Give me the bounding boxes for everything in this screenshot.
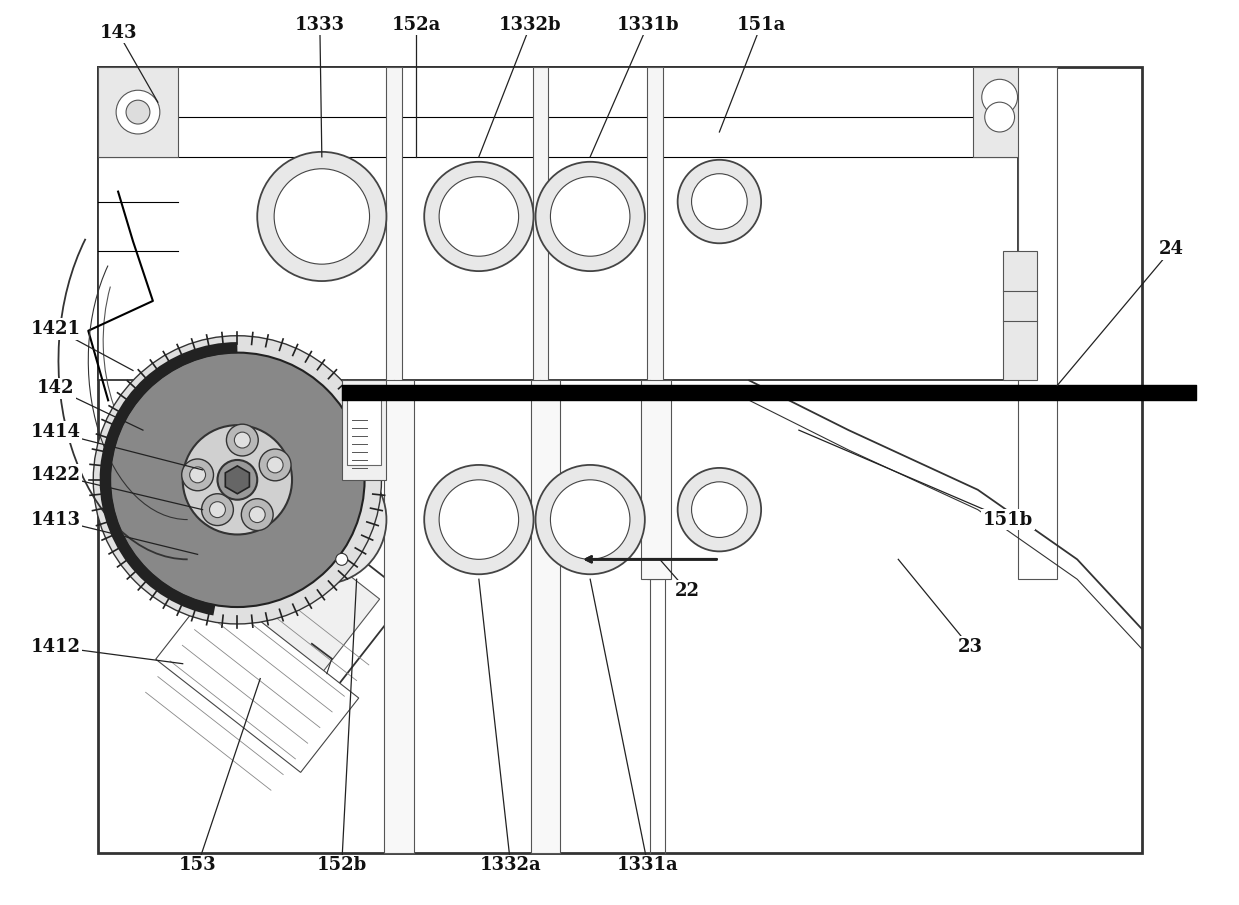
Bar xyxy=(530,380,560,853)
Circle shape xyxy=(691,481,747,538)
Bar xyxy=(342,380,387,480)
Text: 1413: 1413 xyxy=(31,510,81,529)
Text: 24: 24 xyxy=(1160,240,1184,258)
Circle shape xyxy=(258,152,387,281)
Circle shape xyxy=(439,480,519,559)
Circle shape xyxy=(126,100,150,124)
Circle shape xyxy=(182,459,213,491)
Text: 1422: 1422 xyxy=(31,466,81,484)
Circle shape xyxy=(209,501,225,518)
Text: 1421: 1421 xyxy=(31,319,81,338)
Circle shape xyxy=(190,467,206,482)
Bar xyxy=(98,67,1017,380)
Text: 22: 22 xyxy=(675,582,700,600)
Circle shape xyxy=(678,160,761,243)
Polygon shape xyxy=(156,585,359,772)
Text: 1333: 1333 xyxy=(295,15,344,33)
Circle shape xyxy=(535,162,644,272)
Text: 142: 142 xyxy=(37,379,74,397)
Circle shape xyxy=(242,499,273,530)
Circle shape xyxy=(227,424,258,456)
Circle shape xyxy=(258,455,387,585)
Text: 1332b: 1332b xyxy=(499,15,561,33)
Circle shape xyxy=(424,465,534,575)
Circle shape xyxy=(336,553,348,566)
Circle shape xyxy=(202,494,233,526)
Text: 152b: 152b xyxy=(317,856,367,874)
Circle shape xyxy=(678,468,761,551)
Bar xyxy=(533,67,549,579)
Bar xyxy=(1002,252,1037,380)
Circle shape xyxy=(424,162,534,272)
Circle shape xyxy=(93,336,382,624)
Polygon shape xyxy=(181,489,379,673)
Circle shape xyxy=(981,80,1017,115)
Circle shape xyxy=(116,90,160,134)
Bar xyxy=(384,380,414,853)
Bar xyxy=(641,380,670,579)
Circle shape xyxy=(439,176,519,256)
Circle shape xyxy=(234,432,250,448)
Text: 153: 153 xyxy=(178,856,217,874)
Text: 151b: 151b xyxy=(983,510,1033,529)
Circle shape xyxy=(985,102,1015,132)
Polygon shape xyxy=(225,466,249,494)
Circle shape xyxy=(274,472,369,567)
Text: 1412: 1412 xyxy=(31,638,81,656)
Circle shape xyxy=(182,425,292,535)
Bar xyxy=(98,67,177,157)
Circle shape xyxy=(691,174,747,229)
Bar xyxy=(98,67,1142,853)
Circle shape xyxy=(268,457,282,473)
Text: 1414: 1414 xyxy=(31,424,81,441)
Text: 1332a: 1332a xyxy=(479,856,541,874)
Circle shape xyxy=(274,168,369,264)
Circle shape xyxy=(535,465,644,575)
Circle shape xyxy=(550,480,629,559)
Circle shape xyxy=(110,353,364,607)
Bar xyxy=(387,67,403,579)
Bar xyxy=(347,395,382,465)
Circle shape xyxy=(218,460,258,500)
Text: 151a: 151a xyxy=(736,15,786,33)
Text: 1331b: 1331b xyxy=(617,15,679,33)
Text: 1331a: 1331a xyxy=(617,856,679,874)
Polygon shape xyxy=(156,461,408,698)
Bar xyxy=(973,67,1027,157)
Circle shape xyxy=(259,449,291,481)
Text: 143: 143 xyxy=(99,24,136,42)
Text: 152a: 152a xyxy=(392,15,441,33)
Circle shape xyxy=(550,176,629,256)
Text: 23: 23 xyxy=(958,638,983,656)
Bar xyxy=(1017,67,1057,579)
Bar xyxy=(647,67,663,579)
Circle shape xyxy=(249,507,265,522)
